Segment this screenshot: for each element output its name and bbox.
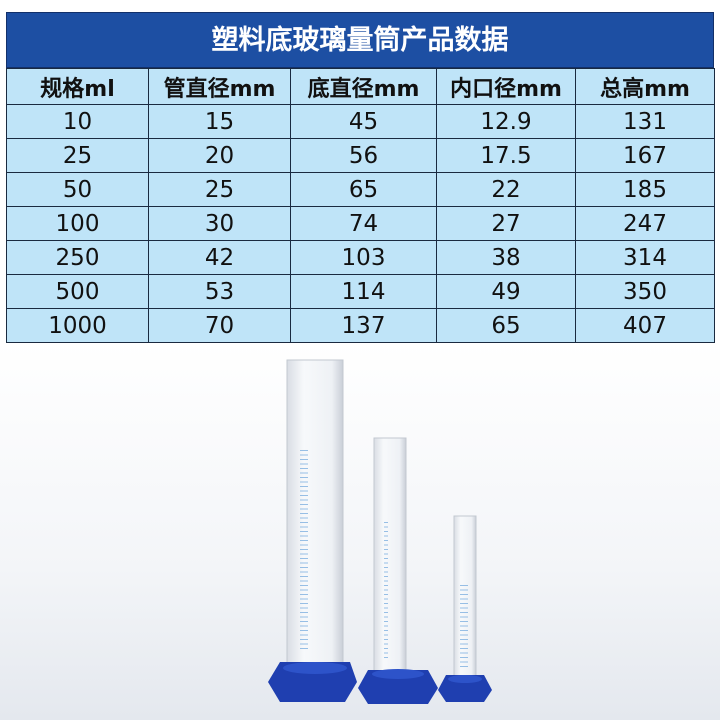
table-row: 25 20 56 17.5 167 — [6, 138, 715, 173]
table-cell: 185 — [575, 172, 715, 207]
table-cell: 114 — [290, 274, 437, 309]
table-row: 500 53 114 49 350 — [6, 274, 715, 309]
table-cell: 17.5 — [436, 138, 576, 173]
table-cell: 49 — [436, 274, 576, 309]
table-cell: 12.9 — [436, 104, 576, 139]
cylinder-small — [438, 515, 492, 702]
column-header: 规格ml — [6, 68, 149, 105]
table-cell: 131 — [575, 104, 715, 139]
table-cell: 25 — [6, 138, 149, 173]
table-cell: 74 — [290, 206, 437, 241]
table-cell: 10 — [6, 104, 149, 139]
table-cell: 38 — [436, 240, 576, 275]
column-header: 内口径mm — [436, 68, 576, 105]
table-row: 100 30 74 27 247 — [6, 206, 715, 241]
table-cell: 50 — [6, 172, 149, 207]
table-row: 1000 70 137 65 407 — [6, 308, 715, 343]
table-cell: 42 — [148, 240, 291, 275]
table-cell: 500 — [6, 274, 149, 309]
cylinder-large — [268, 359, 357, 702]
table-cell: 56 — [290, 138, 437, 173]
table-cell: 53 — [148, 274, 291, 309]
table-cell: 250 — [6, 240, 149, 275]
table-cell: 30 — [148, 206, 291, 241]
column-header: 底直径mm — [290, 68, 437, 105]
spec-table: 塑料底玻璃量筒产品数据 规格ml 管直径mm 底直径mm 内口径mm 总高mm 10 15… — [6, 12, 715, 343]
table-cell: 20 — [148, 138, 291, 173]
table-cell: 407 — [575, 308, 715, 343]
table: 规格ml 管直径mm 底直径mm 内口径mm 总高mm 10 15 45 12.9 131 25 2… — [6, 68, 715, 343]
table-cell: 27 — [436, 206, 576, 241]
table-cell: 22 — [436, 172, 576, 207]
table-cell: 1000 — [6, 308, 149, 343]
table-row: 10 15 45 12.9 131 — [6, 104, 715, 139]
table-cell: 65 — [436, 308, 576, 343]
table-row: 50 25 65 22 185 — [6, 172, 715, 207]
table-cell: 247 — [575, 206, 715, 241]
table-cell: 25 — [148, 172, 291, 207]
table-cell: 15 — [148, 104, 291, 139]
table-cell: 167 — [575, 138, 715, 173]
column-header: 管直径mm — [148, 68, 291, 105]
table-cell: 103 — [290, 240, 437, 275]
table-cell: 314 — [575, 240, 715, 275]
table-title: 塑料底玻璃量筒产品数据 — [6, 12, 714, 68]
background — [0, 340, 720, 720]
cylinder-medium — [358, 437, 438, 704]
table-cell: 65 — [290, 172, 437, 207]
table-cell: 137 — [290, 308, 437, 343]
column-header: 总高mm — [575, 68, 715, 105]
table-cell: 350 — [575, 274, 715, 309]
table-cell: 100 — [6, 206, 149, 241]
header-row: 规格ml 管直径mm 底直径mm 内口径mm 总高mm — [6, 68, 715, 105]
table-cell: 70 — [148, 308, 291, 343]
table-row: 250 42 103 38 314 — [6, 240, 715, 275]
table-cell: 45 — [290, 104, 437, 139]
